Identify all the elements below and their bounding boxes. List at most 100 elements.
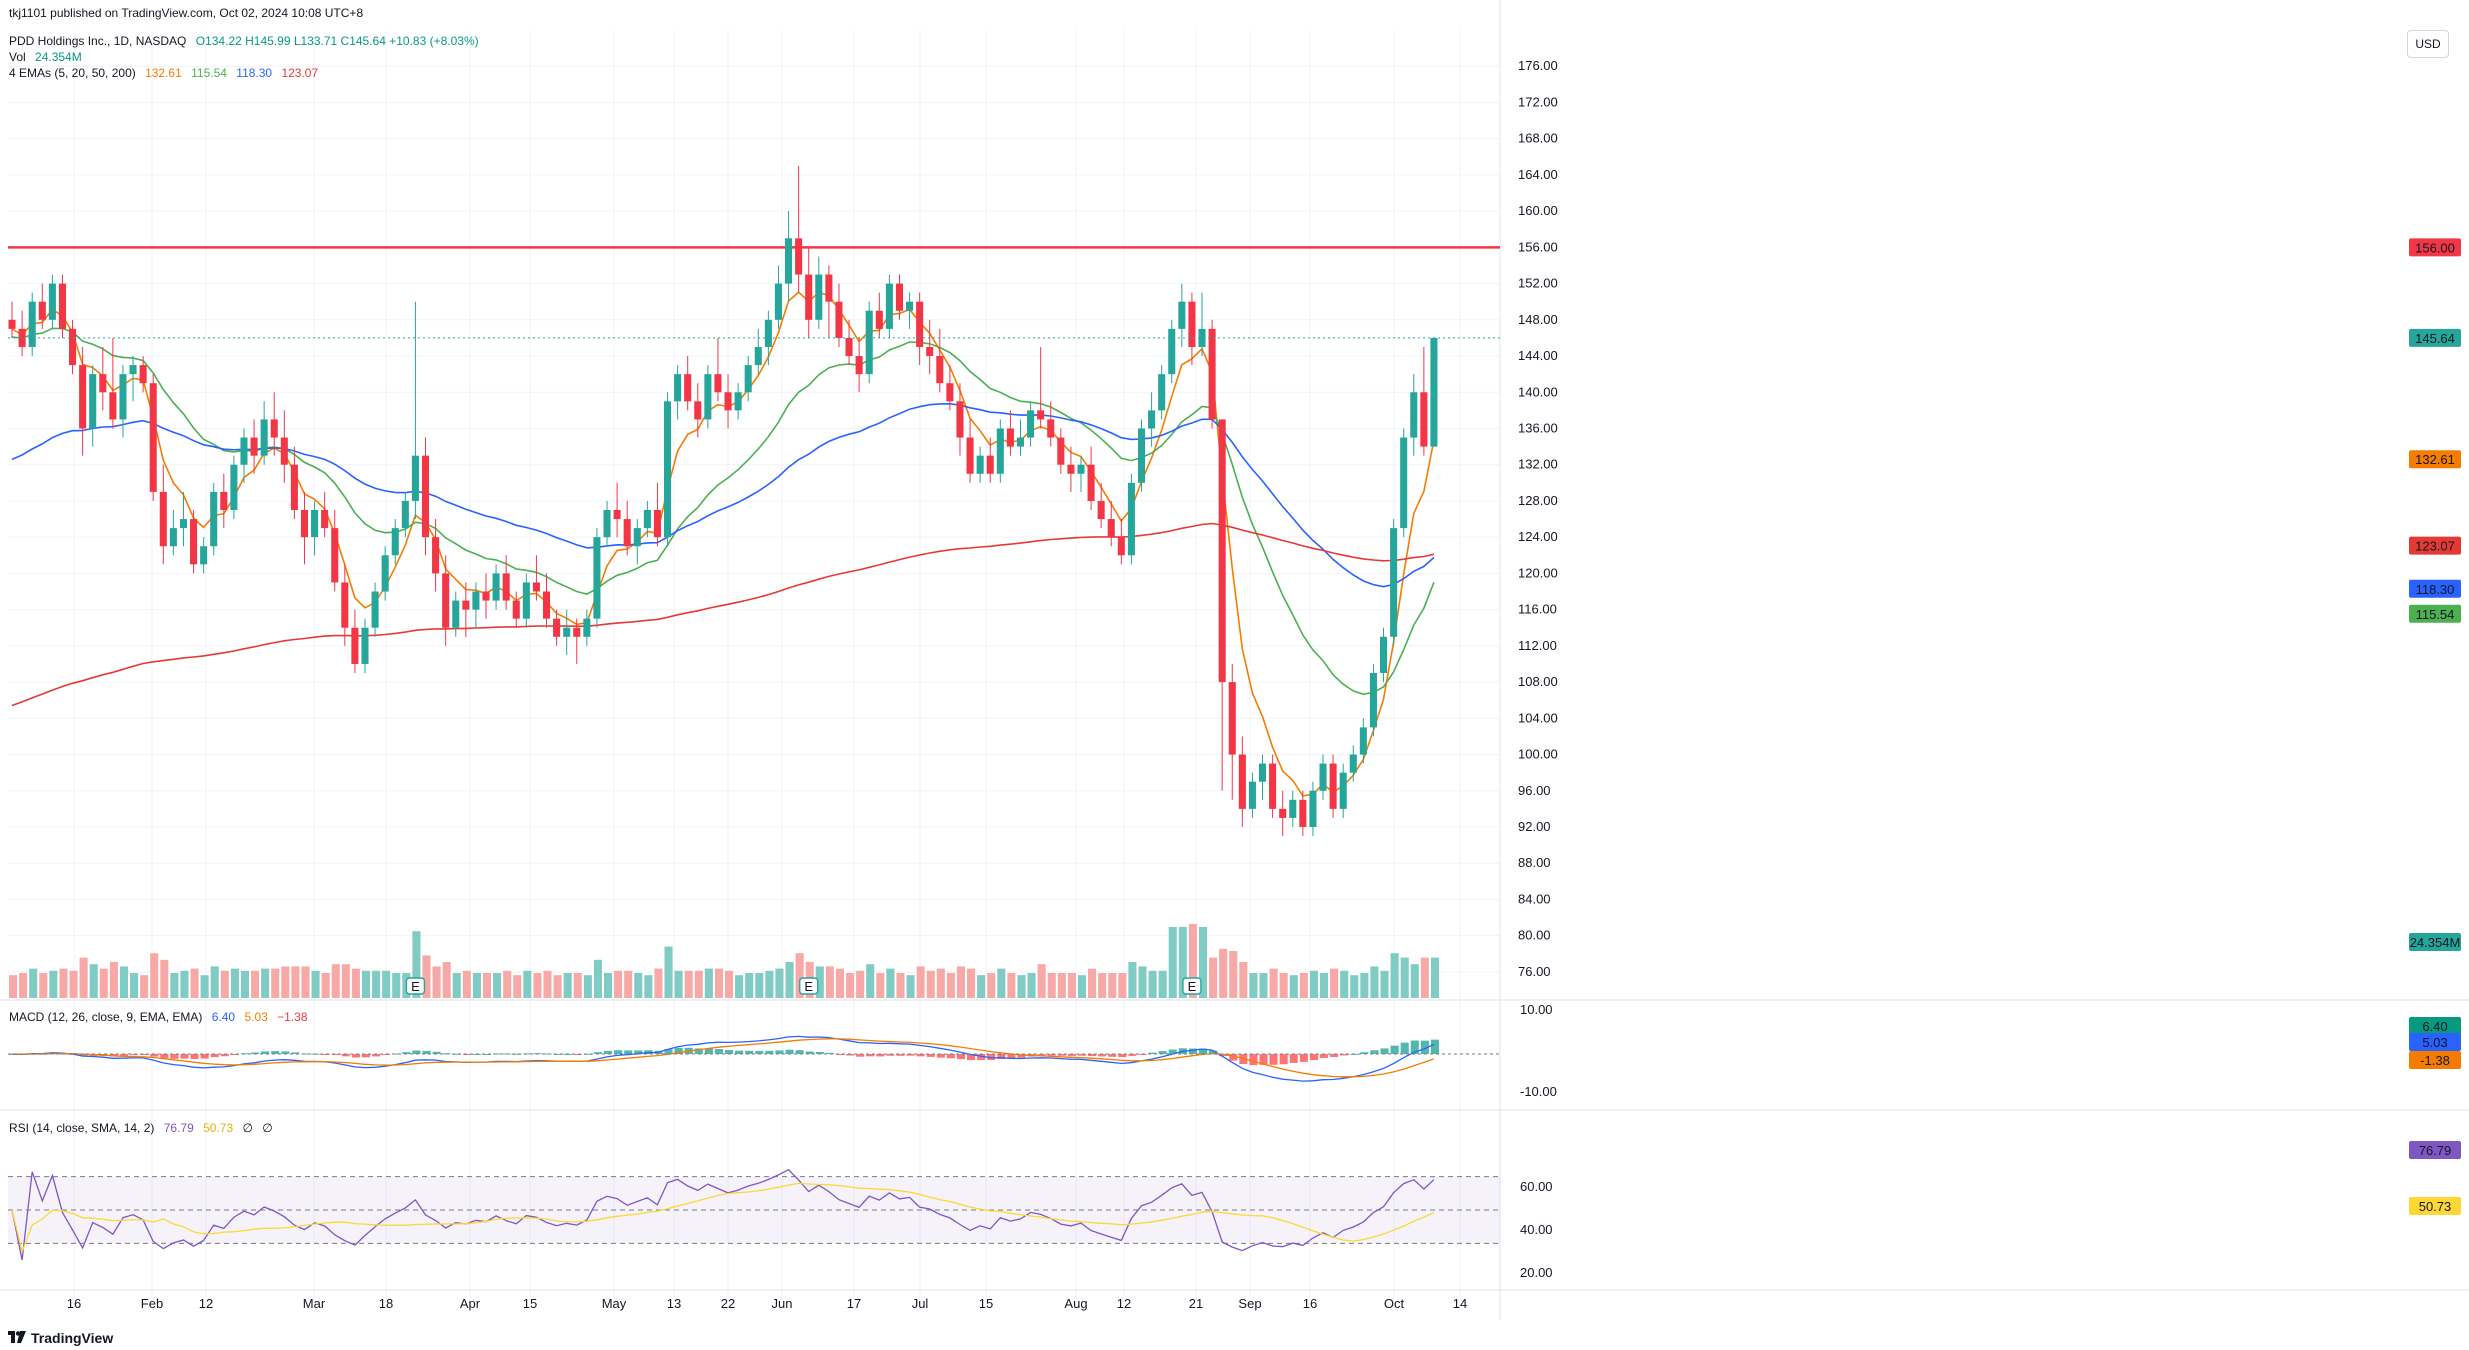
price-axis-label: 124.00 [1518, 529, 1558, 544]
macd-histogram-bar [805, 1051, 814, 1054]
legend-macd-row: MACD (12, 26, close, 9, EMA, EMA) 6.40 5… [9, 1010, 308, 1024]
volume-bar [967, 968, 976, 998]
candle-body [643, 510, 651, 529]
macd-histogram-bar [1168, 1049, 1177, 1054]
macd-histogram-bar [1330, 1054, 1339, 1057]
candle-body [1410, 392, 1418, 438]
legend-ema50-value: 118.30 [236, 66, 273, 80]
volume-bar [79, 957, 88, 998]
volume-bar [1430, 957, 1439, 998]
candle-body [623, 519, 631, 547]
volume-bar [9, 975, 18, 998]
candle-body [986, 455, 994, 474]
candle-body [421, 455, 430, 538]
volume-bar [99, 968, 108, 998]
macd-histogram-bar [170, 1054, 179, 1059]
legend-ohlc: O134.22 H145.99 L133.71 C145.64 +10.83 (… [195, 34, 479, 48]
macd-histogram-bar [1077, 1054, 1087, 1056]
macd-histogram-bar [1289, 1054, 1298, 1063]
time-axis-label: 12 [1117, 1296, 1131, 1311]
price-axis-label: 168.00 [1518, 131, 1558, 146]
volume-bar [876, 973, 885, 998]
volume-bar [472, 973, 481, 998]
volume-bar [1158, 970, 1167, 998]
volume-bar [493, 973, 502, 998]
currency-button[interactable]: USD [2407, 30, 2449, 58]
volume-bar [1269, 968, 1278, 998]
candle-body [210, 491, 218, 547]
volume-bar [200, 975, 209, 998]
price-axis-label: 152.00 [1518, 276, 1558, 291]
legend-symbol[interactable]: PDD Holdings Inc., 1D, NASDAQ [9, 34, 187, 48]
candle-body [1218, 419, 1226, 683]
volume-bar [1098, 973, 1107, 998]
candle-body [1137, 428, 1146, 483]
time-axis-label: Oct [1384, 1296, 1405, 1311]
macd-histogram-bar [1309, 1054, 1318, 1061]
candle-body [764, 319, 772, 347]
hist-tag: -1.38 [2420, 1053, 2450, 1068]
candle-body [653, 510, 661, 538]
macd-histogram-bar [553, 1053, 562, 1055]
legend-rsi-label[interactable]: RSI (14, close, SMA, 14, 2) [9, 1121, 155, 1135]
macd-histogram-bar [745, 1050, 754, 1054]
price-axis-label: 104.00 [1518, 710, 1558, 725]
legend-rsi-value: 76.79 [163, 1121, 194, 1135]
price-axis-label: 176.00 [1518, 58, 1558, 73]
volume-bar [1420, 957, 1429, 998]
candle-body [331, 528, 339, 583]
candle-body [1329, 763, 1337, 809]
volume-bar [311, 970, 320, 998]
candle-body [1057, 437, 1065, 465]
legend-vol-label[interactable]: Vol [9, 50, 26, 64]
ema20-price-tag: 115.54 [2416, 607, 2455, 622]
macd-histogram-bar [815, 1051, 824, 1054]
macd-histogram-bar [1420, 1040, 1429, 1054]
volume-bar [160, 959, 169, 998]
price-axis-label: 136.00 [1518, 420, 1558, 435]
macd-histogram-bar [634, 1050, 643, 1054]
publish-info: tkj1101 published on TradingView.com, Oc… [9, 6, 364, 20]
volume-bar [1108, 973, 1117, 998]
candle-body [149, 383, 157, 492]
legend-ema-label[interactable]: 4 EMAs (5, 20, 50, 200) [9, 66, 136, 80]
candle-body [734, 392, 742, 411]
macd-axis-label: -10.00 [1520, 1084, 1557, 1099]
volume-bar [634, 973, 643, 998]
volume-bar [291, 966, 300, 998]
candle-body [1238, 754, 1246, 809]
volume-bar [896, 973, 905, 998]
candle-body [1269, 763, 1277, 809]
legend-macd-label[interactable]: MACD (12, 26, close, 9, EMA, EMA) [9, 1010, 203, 1024]
footer-brand[interactable]: TradingView [31, 1330, 114, 1346]
volume-bar [1007, 973, 1016, 998]
candle-body [220, 491, 228, 510]
candle-body [754, 346, 762, 366]
macd-histogram-bar [1067, 1054, 1076, 1056]
volume-bar [775, 968, 784, 998]
earnings-marker [799, 977, 819, 995]
legend-vol-value: 24.354M [35, 50, 82, 64]
volume-bar [714, 968, 723, 998]
candle-body [58, 283, 66, 329]
volume-bar [1017, 975, 1026, 998]
macd-histogram-bar [190, 1054, 199, 1059]
candle-body [1369, 673, 1377, 728]
volume-bar [1118, 973, 1127, 998]
candle-body [603, 510, 611, 538]
volume-bar [1188, 924, 1197, 998]
macd-histogram-bar [1098, 1054, 1107, 1057]
volume-bar [230, 968, 239, 998]
macd-histogram-bar [926, 1054, 935, 1057]
candle-body [1400, 437, 1408, 529]
time-axis-label: Feb [141, 1296, 163, 1311]
ema50-price-tag-bg [2409, 579, 2461, 598]
macd-histogram-bar [1400, 1042, 1409, 1054]
volume-bar [1340, 970, 1349, 998]
volume-bar [866, 964, 875, 998]
ema200-price-tag: 123.07 [2415, 539, 2455, 554]
candle-body [885, 283, 893, 329]
candle-body [240, 437, 248, 465]
legend-symbol-row: PDD Holdings Inc., 1D, NASDAQ O134.22 H1… [9, 34, 479, 48]
